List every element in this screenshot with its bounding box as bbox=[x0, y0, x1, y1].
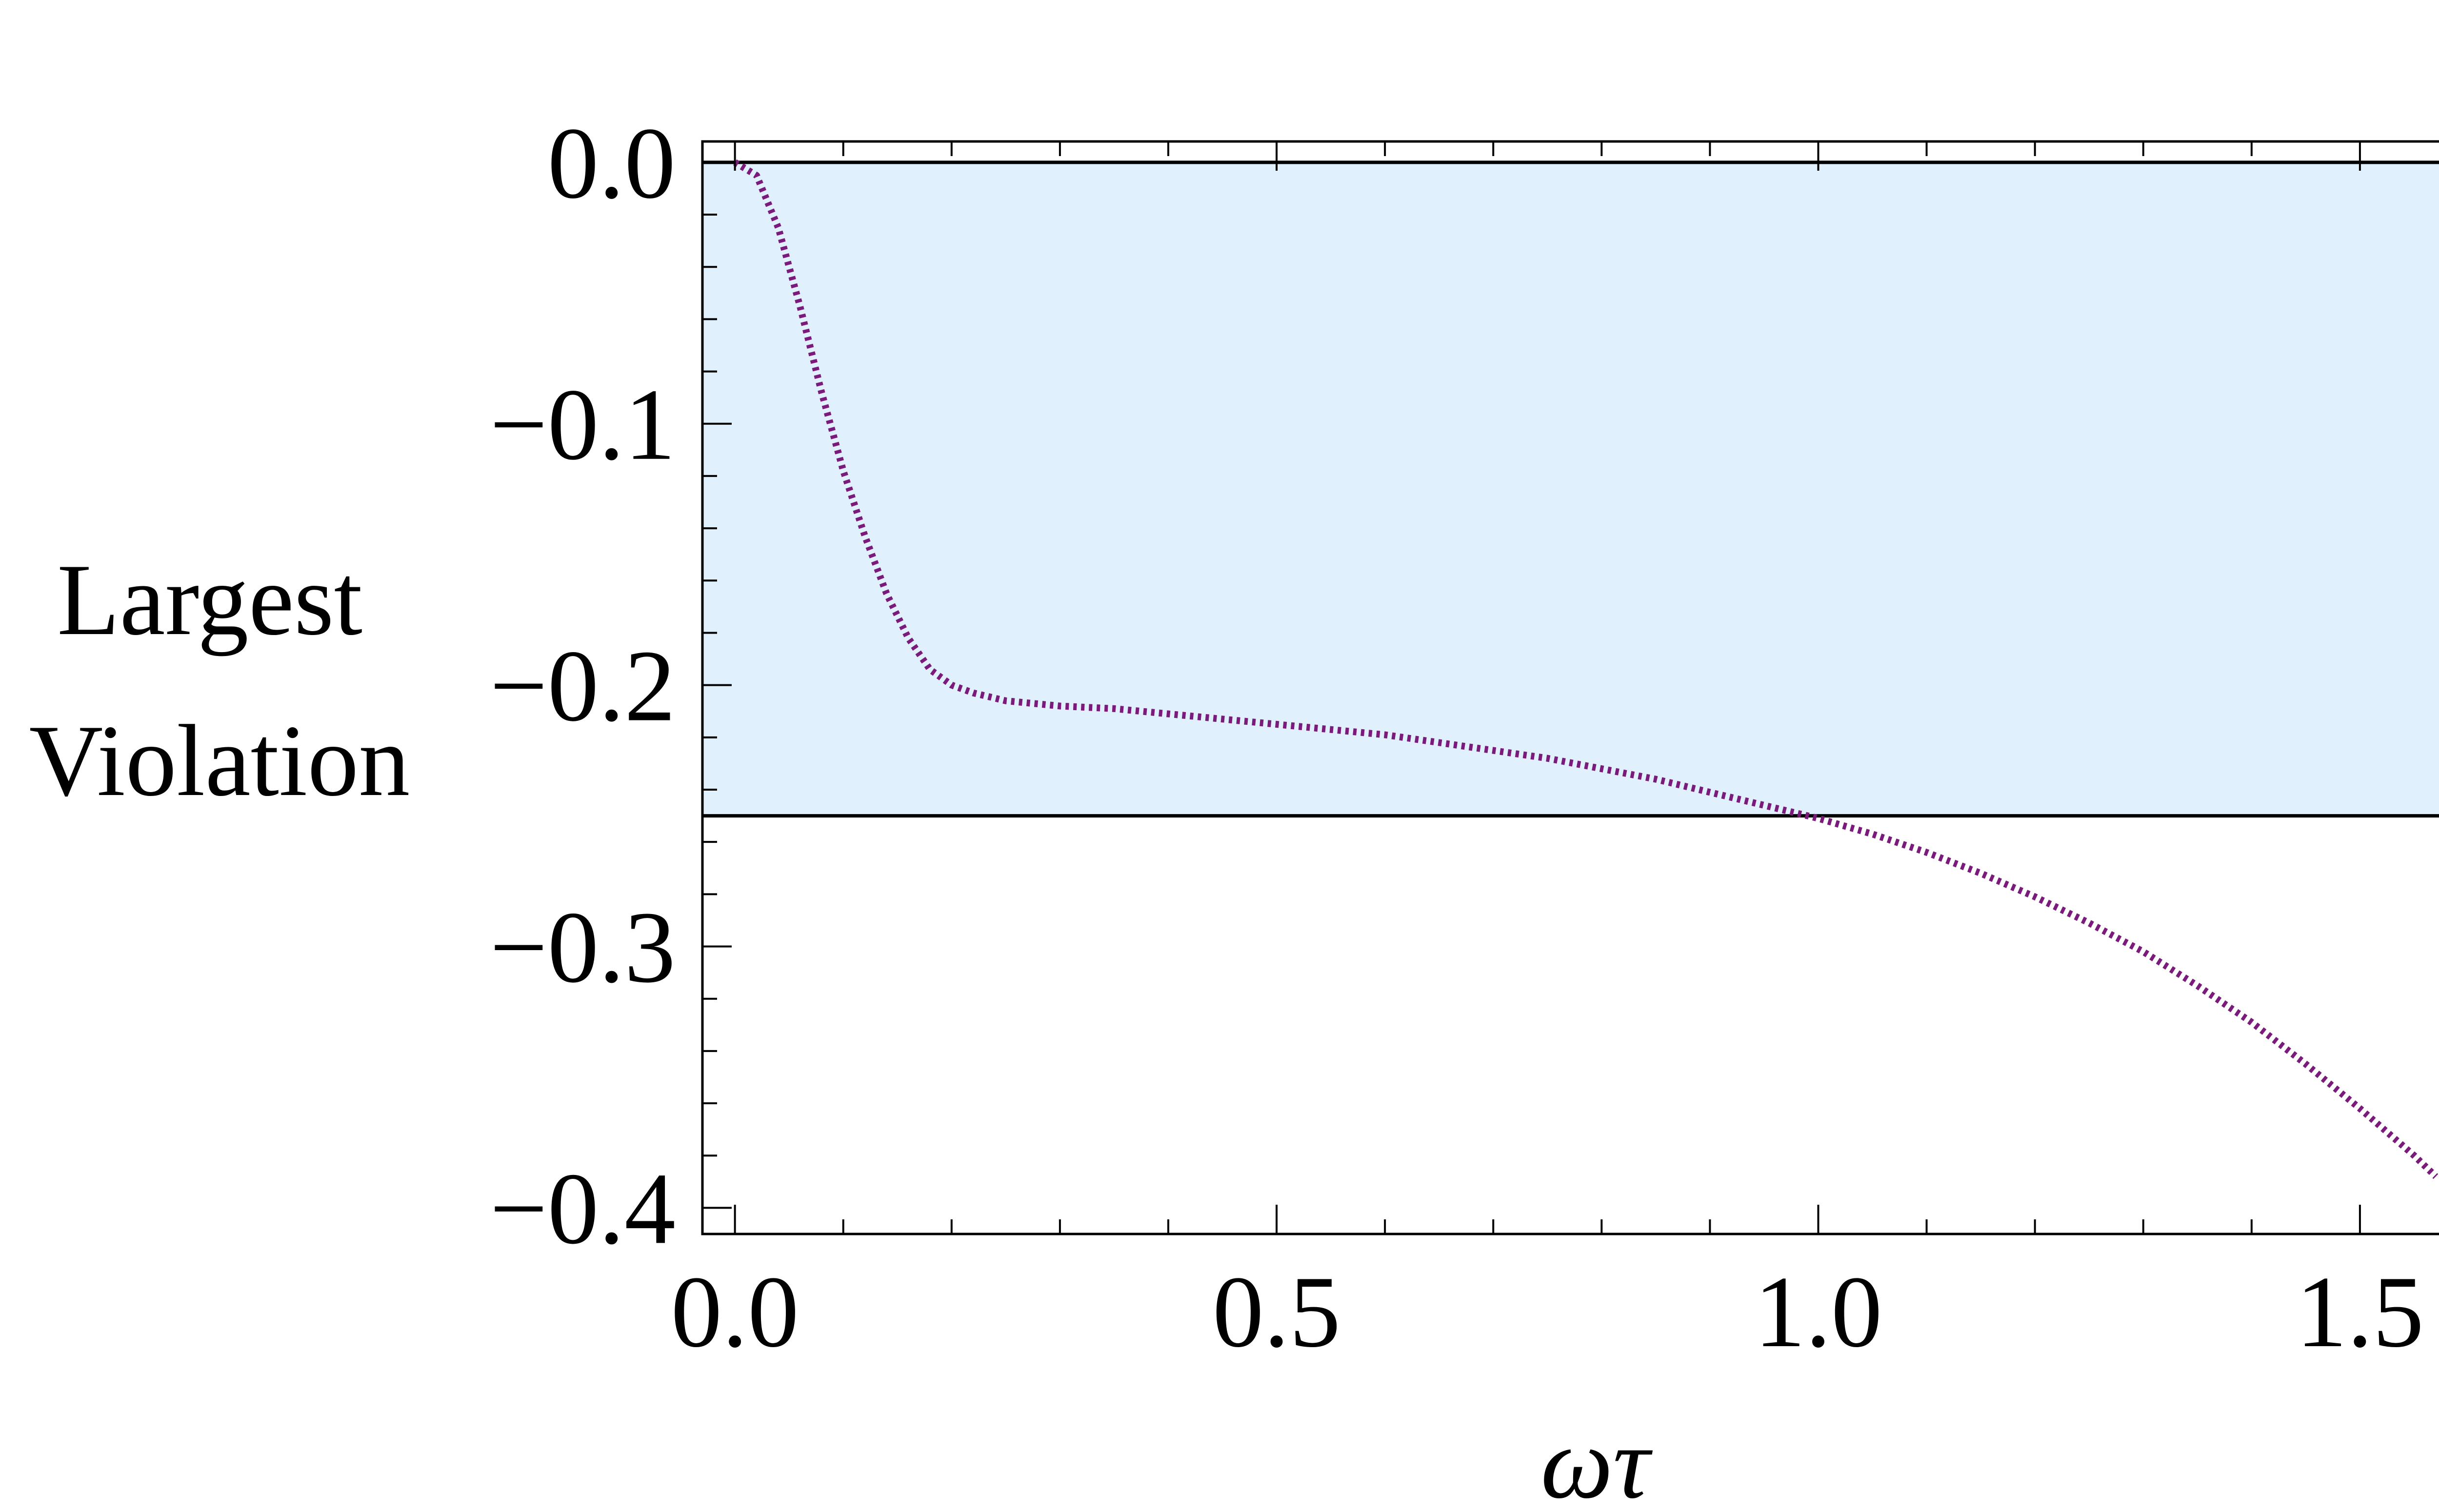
frame-layer bbox=[701, 140, 2439, 1235]
shaded-band bbox=[702, 162, 2439, 816]
y-tick-label: −0.1 bbox=[490, 368, 676, 481]
shaded-band-layer bbox=[702, 162, 2439, 816]
y-axis-title-line-1: Largest bbox=[57, 543, 362, 657]
x-tick-label: 0.0 bbox=[671, 1255, 799, 1369]
tick-layer bbox=[702, 141, 2361, 1234]
y-tick-label: −0.4 bbox=[490, 1152, 676, 1265]
y-axis-title-line-2: Violation bbox=[29, 704, 410, 817]
x-tick-label: 1.5 bbox=[2296, 1255, 2424, 1369]
reference-line-layer bbox=[702, 160, 2439, 818]
x-tick-label: 0.5 bbox=[1213, 1255, 1341, 1369]
y-tick-label: 0.0 bbox=[548, 107, 676, 220]
tick-label-layer: 0.0 0.5 1.0 1.5 0.0 −0.1 −0.2 −0.3 −0.4 bbox=[490, 107, 2424, 1369]
x-tick-label: 1.0 bbox=[1754, 1255, 1882, 1369]
y-tick-label: −0.3 bbox=[490, 891, 676, 1004]
x-axis-title: ωτ bbox=[1540, 1407, 1653, 1512]
plot-frame bbox=[701, 140, 2439, 1235]
y-tick-label: −0.2 bbox=[490, 630, 676, 743]
